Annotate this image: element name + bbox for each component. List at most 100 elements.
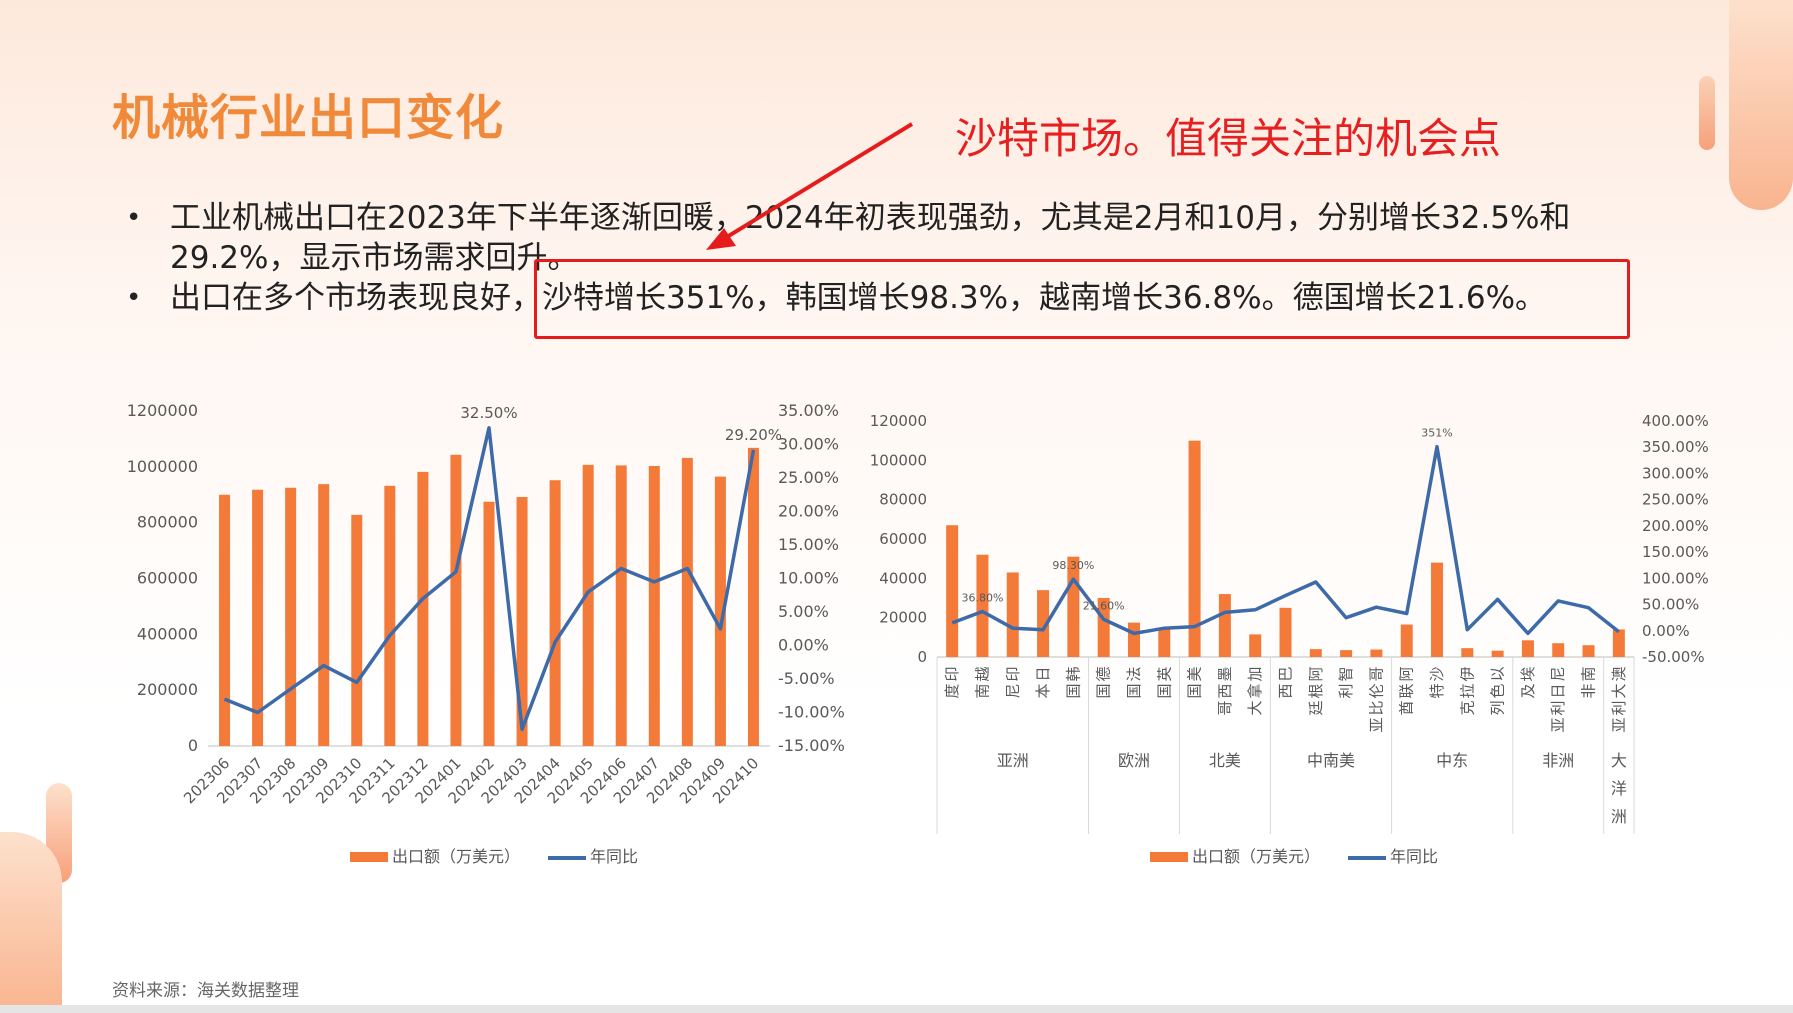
bar [1097, 598, 1110, 657]
x-tick-label: 202407 [610, 754, 663, 807]
x-tick-label: 202406 [577, 754, 630, 807]
x-tick-label: 哥 [1216, 700, 1234, 715]
y-tick-label-right: 400.00% [1642, 412, 1709, 430]
y-tick-label-right: -15.00% [778, 736, 845, 755]
x-tick-label: 英 [1155, 666, 1173, 681]
x-tick-label: 202405 [544, 754, 597, 807]
annotation-text: 沙特市场。值得关注的机会点 [955, 114, 1502, 163]
bullet-item: • 出口在多个市场表现良好，沙特增长351%，韩国增长98.3%，越南增长36.… [126, 278, 1676, 318]
x-tick-label: 印 [943, 666, 961, 681]
bar [1582, 645, 1595, 657]
y-tick-label-right: 150.00% [1642, 543, 1709, 561]
y-tick-label-right: 250.00% [1642, 491, 1709, 509]
bar [1158, 627, 1171, 657]
x-tick-label: 202410 [709, 754, 762, 807]
bar [1400, 624, 1413, 657]
data-label: 351% [1421, 427, 1452, 440]
x-tick-label: 克 [1458, 700, 1476, 715]
x-tick-label: 酋 [1398, 700, 1416, 715]
y-tick-label-left: 40000 [879, 569, 927, 587]
x-tick-label: 国 [1155, 683, 1173, 698]
y-tick-label-right: 0.00% [1642, 622, 1690, 640]
x-tick-label: 国 [1064, 683, 1082, 698]
x-tick-label: 202310 [312, 754, 365, 807]
x-tick-label: 202403 [478, 754, 531, 807]
x-tick-label: 印 [1004, 666, 1022, 681]
y-tick-label-left: 400000 [137, 624, 198, 643]
y-tick-label-right: 25.00% [778, 468, 839, 487]
y-tick-label-left: 80000 [879, 491, 927, 509]
source-note: 资料来源：海关数据整理 [112, 981, 299, 1001]
group-label: 欧洲 [1118, 751, 1150, 770]
x-tick-label: 尼 [1549, 666, 1567, 681]
x-tick-label: 西 [1277, 683, 1295, 698]
y-tick-label-left: 100000 [870, 451, 927, 469]
x-tick-label: 国 [1186, 683, 1204, 698]
data-label: 21.60% [1083, 599, 1125, 612]
y-tick-label-right: 0.00% [778, 636, 829, 655]
y-tick-label-right: -5.00% [778, 669, 835, 688]
x-tick-label: 沙 [1428, 666, 1446, 681]
legend-label: 出口额（万美元） [1192, 847, 1320, 866]
y-tick-label-right: 350.00% [1642, 438, 1709, 456]
bar [1431, 562, 1444, 657]
x-tick-label: 韩 [1064, 666, 1082, 681]
legend-bar-swatch [350, 852, 388, 862]
y-tick-label-left: 0 [917, 648, 927, 666]
x-tick-label: 越 [973, 666, 991, 681]
x-tick-label: 202308 [246, 754, 299, 807]
bar [1521, 640, 1534, 657]
bar [450, 454, 462, 746]
bar [582, 464, 594, 746]
group-label: 中南美 [1307, 751, 1355, 770]
x-tick-label: 特 [1428, 683, 1446, 698]
decorative-blob-left [0, 832, 62, 1013]
x-tick-label: 德 [1095, 666, 1113, 681]
bar [384, 485, 396, 746]
bar [681, 457, 693, 746]
x-tick-label: 列 [1489, 700, 1507, 715]
data-label: 29.20% [725, 426, 782, 444]
x-tick-label: 智 [1337, 666, 1355, 681]
data-label: 36.80% [961, 591, 1003, 604]
x-tick-label: 国 [1125, 683, 1143, 698]
bar [1218, 594, 1231, 657]
bar [1067, 556, 1080, 657]
x-tick-label: 阿 [1307, 666, 1325, 681]
bar [1461, 648, 1474, 657]
x-tick-label: 比 [1367, 700, 1385, 715]
y-tick-label-left: 800000 [137, 513, 198, 532]
y-tick-label-right: 100.00% [1642, 569, 1709, 587]
x-tick-label: 联 [1398, 683, 1416, 698]
x-tick-label: 国 [1095, 683, 1113, 698]
x-tick-label: 202311 [345, 754, 398, 807]
bar [1279, 607, 1292, 657]
group-label: 北美 [1209, 751, 1241, 770]
x-tick-label: 亚 [1549, 717, 1567, 732]
bar [417, 471, 429, 746]
x-tick-label: 202402 [445, 754, 498, 807]
bar [1037, 590, 1050, 657]
bar [1491, 650, 1504, 657]
x-tick-label: 埃 [1519, 666, 1537, 681]
x-tick-label: 本 [1034, 683, 1052, 698]
x-tick-label: 哥 [1367, 666, 1385, 681]
x-tick-label: 亚 [1610, 717, 1628, 732]
bar [252, 489, 264, 746]
y-tick-label-right: 35.00% [778, 401, 839, 420]
bullet-dot: • [126, 283, 142, 313]
data-label: 32.50% [460, 404, 517, 422]
x-tick-label: 利 [1549, 700, 1567, 715]
x-tick-label: 加 [1246, 666, 1264, 681]
y-tick-label-right: 5.00% [778, 602, 829, 621]
decorative-corner-bar [1729, 0, 1793, 210]
x-tick-label: 澳 [1610, 666, 1628, 681]
bar [976, 554, 989, 657]
bar [351, 514, 363, 746]
x-tick-label: 202312 [378, 754, 431, 807]
bullet-text: 出口在多个市场表现良好，沙特增长351%，韩国增长98.3%，越南增长36.8%… [170, 280, 1547, 316]
bar [1552, 643, 1565, 657]
group-label: 大 [1611, 751, 1627, 770]
